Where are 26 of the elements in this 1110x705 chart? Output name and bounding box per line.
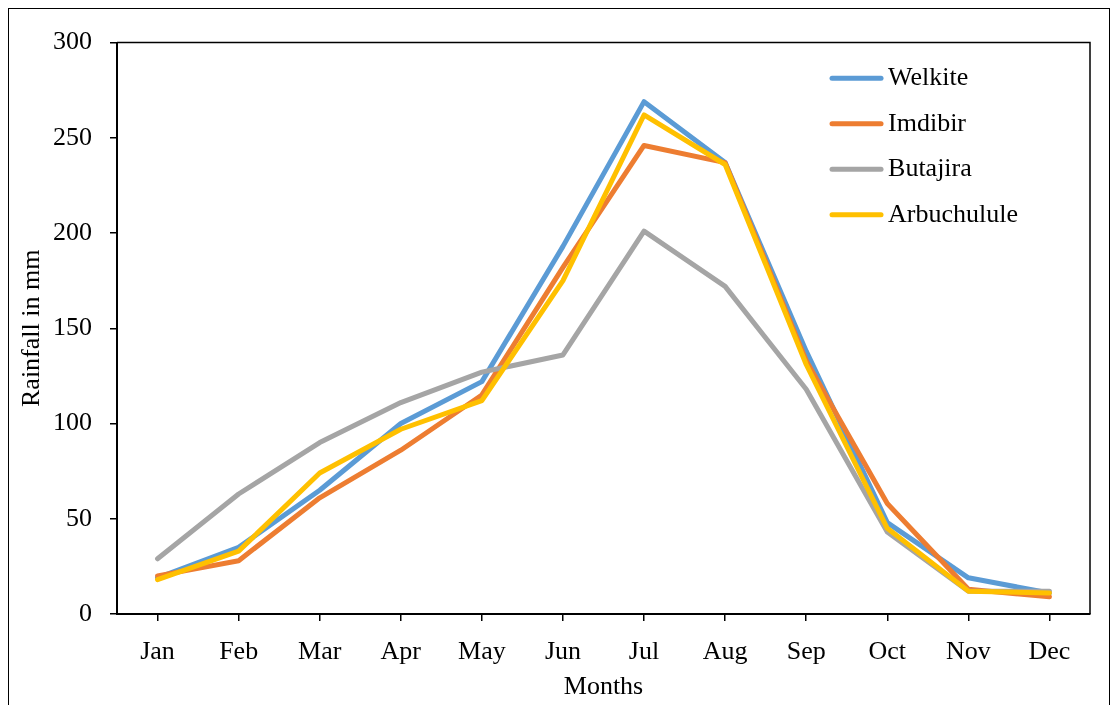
legend-label: Imdibir [888,107,967,137]
y-tick-label: 250 [53,121,92,151]
x-tick-label: May [458,636,506,666]
y-tick-label: 200 [53,216,92,246]
x-tick-label: Sep [786,636,826,666]
x-tick-label: Mar [298,636,342,666]
y-tick-label: 0 [79,597,92,627]
x-tick-label: Oct [868,636,907,666]
legend-label: Welkite [888,62,969,92]
x-tick-label: Nov [945,636,991,666]
x-tick-label: Jun [544,636,582,666]
x-tick-label: Apr [380,636,422,666]
y-tick-label: 300 [53,26,92,56]
x-axis-title: Months [563,671,644,701]
y-tick-label: 100 [53,407,92,437]
x-tick-label: Feb [219,636,259,666]
chart-border: Months Rainfall in mm Jan Feb Mar Apr May Jun Jul Aug Sep Oct Nov Dec 0 50 100 150 200 250 300 Welkite Imdibir Butajira Arbuchulule [8,8,1110,705]
legend-label: Arbuchulule [888,198,1019,228]
y-tick-label: 50 [66,502,92,532]
legend-label: Butajira [888,153,973,183]
x-tick-label: Dec [1028,636,1071,666]
y-tick-label: 150 [53,312,92,342]
x-tick-label: Aug [702,636,748,666]
y-axis-title: Rainfall in mm [16,249,46,408]
x-tick-label: Jan [140,636,175,666]
x-tick-label: Jul [628,636,660,666]
